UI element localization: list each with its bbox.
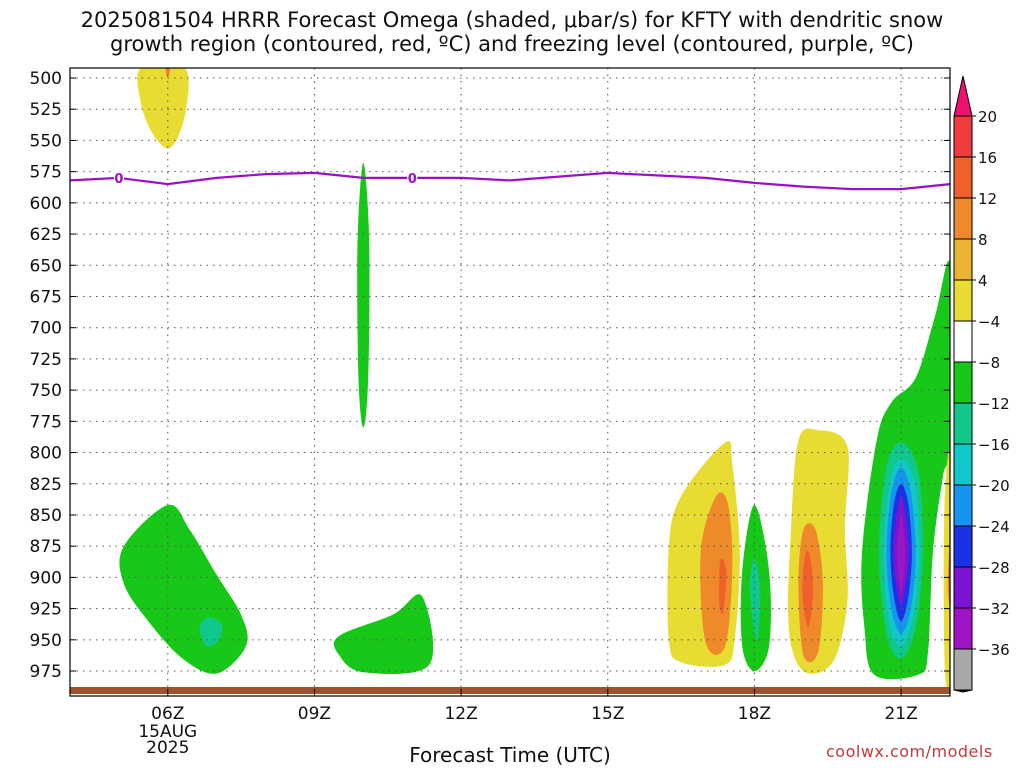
omega-region <box>719 558 727 615</box>
y-tick-label: 825 <box>30 475 62 495</box>
plot-frame <box>69 67 951 697</box>
x-tick-sublabel: 2025 <box>146 738 189 758</box>
colorbar-box <box>953 320 973 363</box>
chart-title: 2025081504 HRRR Forecast Omega (shaded, … <box>0 8 1024 56</box>
colorbar-label: −20 <box>978 477 1010 495</box>
colorbar-label: 8 <box>978 231 988 249</box>
y-tick-label: 600 <box>30 194 62 214</box>
omega-region <box>357 162 370 428</box>
x-tick-label: 09Z <box>298 704 331 724</box>
y-axis-ticks: 500 525 550 575 600 625 650 675 700 725 750 775 800 8… <box>30 69 950 682</box>
omega-region <box>897 515 906 593</box>
y-tick-label: 875 <box>30 537 62 557</box>
y-tick-label: 925 <box>30 600 62 620</box>
colorbar-label: −36 <box>978 641 1010 659</box>
y-tick-label: 725 <box>30 350 62 370</box>
colorbar-label: −16 <box>978 436 1010 454</box>
colorbar-box <box>953 443 973 486</box>
colorbar-box <box>953 238 973 281</box>
colorbar-box <box>953 115 973 158</box>
y-tick-label: 975 <box>30 662 62 682</box>
colorbar-bottom-triangle <box>953 689 973 693</box>
colorbar-box <box>953 156 973 199</box>
freezing-label-bg <box>113 169 124 186</box>
y-tick-label: 650 <box>30 256 62 276</box>
freezing-level-label: 0 <box>408 172 417 187</box>
colorbar-label: −12 <box>978 395 1010 413</box>
colorbar-top-triangle <box>953 75 973 117</box>
y-tick-label: 525 <box>30 100 62 120</box>
y-tick-label: 700 <box>30 319 62 339</box>
x-tick-label: 12Z <box>444 704 477 724</box>
omega-region <box>749 558 761 640</box>
colorbar-label: −4 <box>978 313 1000 331</box>
y-tick-label: 850 <box>30 506 62 526</box>
omega-region <box>333 594 434 675</box>
omega-region <box>119 504 248 674</box>
colorbar-label: −28 <box>978 559 1010 577</box>
colorbar-box <box>953 607 973 650</box>
x-tick-label: 15Z <box>591 704 624 724</box>
colorbar-box <box>953 402 973 445</box>
colorbar-box <box>953 484 973 527</box>
x-tick-label: 06Z <box>151 704 184 724</box>
credit-text: coolwx.com/models <box>826 742 993 761</box>
colorbar-label: 16 <box>978 149 997 167</box>
title-line-1: 2025081504 HRRR Forecast Omega (shaded, … <box>80 8 944 32</box>
colorbar: 20 16 12 8 4 −4 −8 −12 −16 −20 −24 −28 −32 −36 <box>953 75 1010 693</box>
omega-region <box>700 492 733 655</box>
y-tick-label: 500 <box>30 69 62 89</box>
colorbar-label: 20 <box>978 108 997 126</box>
omega-shading <box>119 68 950 695</box>
freezing-level-label: 0 <box>114 172 123 187</box>
colorbar-box <box>953 361 973 404</box>
title-line-2: growth region (contoured, red, ºC) and f… <box>110 32 914 56</box>
y-tick-label: 575 <box>30 163 62 183</box>
freezing-label-bg <box>407 169 418 186</box>
ground-strip <box>70 687 950 694</box>
colorbar-label: −24 <box>978 518 1010 536</box>
y-tick-label: 775 <box>30 412 62 432</box>
y-tick-label: 800 <box>30 444 62 464</box>
y-tick-label: 625 <box>30 225 62 245</box>
omega-region <box>199 617 223 647</box>
colorbar-box <box>953 648 973 691</box>
y-tick-label: 750 <box>30 381 62 401</box>
x-tick-label: 18Z <box>738 704 771 724</box>
x-tick-label: 21Z <box>884 704 917 724</box>
y-tick-label: 550 <box>30 131 62 151</box>
colorbar-label: −32 <box>978 600 1010 618</box>
colorbar-box <box>953 197 973 240</box>
colorbar-box <box>953 279 973 322</box>
colorbar-box <box>953 525 973 568</box>
y-tick-label: 900 <box>30 568 62 588</box>
x-tick-sublabel: 15AUG <box>138 722 197 742</box>
freezing-level-line <box>69 171 951 191</box>
omega-region <box>943 451 950 695</box>
y-tick-label: 675 <box>30 287 62 307</box>
colorbar-label: 12 <box>978 190 997 208</box>
colorbar-label: −8 <box>978 354 1000 372</box>
omega-region <box>137 68 189 149</box>
x-axis-label: Forecast Time (UTC) <box>409 743 611 767</box>
y-tick-label: 950 <box>30 631 62 651</box>
omega-region <box>165 68 171 78</box>
omega-region <box>802 550 814 628</box>
colorbar-label: 4 <box>978 272 988 290</box>
colorbar-box <box>953 566 973 609</box>
